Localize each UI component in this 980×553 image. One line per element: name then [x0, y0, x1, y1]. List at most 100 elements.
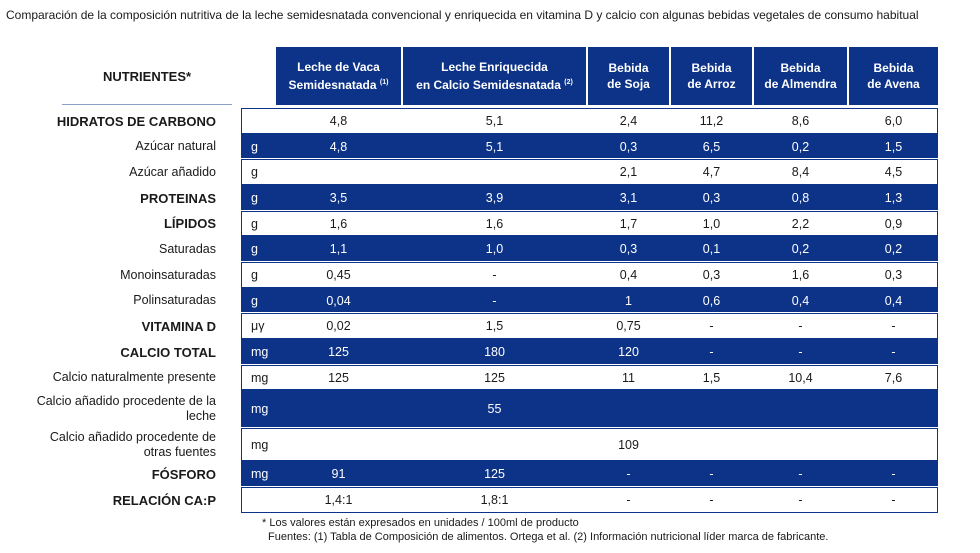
value-cell: 6,5	[702, 139, 721, 154]
value-cell: 3,9	[485, 191, 504, 205]
row-label: Monoinsaturadas	[120, 267, 216, 282]
column-header-line2: de Avena	[867, 77, 920, 91]
value-cell: 125	[484, 370, 505, 385]
row-label: CALCIO TOTAL	[120, 344, 216, 360]
value-cell: 0,8	[791, 191, 810, 205]
value-cell: -	[492, 293, 497, 308]
row-band	[241, 108, 938, 134]
row-label: Polinsaturadas	[133, 293, 216, 307]
table-row: Polinsaturadas g 0,04 - 1 0,6 0,4 0,4	[0, 288, 980, 313]
value-cell: -	[626, 467, 631, 481]
table-row: Calcio añadido procedente de la leche mg 5…	[0, 390, 980, 428]
unit-cell	[241, 108, 276, 134]
unit-cell: mg	[251, 437, 269, 452]
value-cell: 0,2	[791, 242, 810, 256]
value-cell: -	[798, 467, 803, 481]
value-cell: 1,7	[619, 216, 638, 231]
value-cell	[671, 428, 752, 461]
value-cell: 2,1	[619, 165, 638, 179]
table-row: Calcio naturalmente presente mg 125 125 11 1,…	[0, 365, 980, 390]
value-cell: 8,4	[791, 165, 810, 179]
value-cell: 11,2	[699, 114, 724, 128]
value-cell	[276, 428, 401, 461]
value-cell: 1,6	[485, 216, 504, 231]
footnote-units: * Los valores están expresados en unidad…	[262, 517, 579, 529]
value-cell: 125	[328, 345, 349, 359]
table-row: FÓSFORO mg 91 125 - - - -	[0, 461, 980, 487]
row-band	[241, 461, 938, 486]
value-cell: 0,3	[702, 191, 721, 205]
value-cell: 0,4	[619, 268, 638, 282]
row-band	[241, 236, 938, 261]
table-row: Azúcar natural g 4,8 5,1 0,3 6,5 0,2 1,5	[0, 134, 980, 159]
value-cell: 125	[484, 467, 505, 481]
value-cell: 0,4	[791, 293, 810, 308]
column-header-source-ref: (2)	[564, 79, 573, 86]
value-cell: -	[798, 319, 803, 333]
value-cell: 1,5	[702, 370, 721, 385]
footnote-sources: Fuentes: (1) Tabla de Composición de ali…	[268, 531, 829, 543]
value-cell: 0,3	[619, 139, 638, 154]
row-band	[241, 339, 938, 364]
value-cell: 4,7	[702, 165, 721, 179]
table-row: Calcio añadido procedente de otras fuent…	[0, 428, 980, 461]
table-row: Monoinsaturadas g 0,45 - 0,4 0,3 1,6 0,3	[0, 262, 980, 288]
value-cell	[276, 159, 401, 185]
unit-cell	[241, 487, 276, 513]
table-row: Saturadas g 1,1 1,0 0,3 0,1 0,2 0,2	[0, 236, 980, 262]
value-cell: -	[492, 268, 497, 282]
column-header-4: Bebida de Arroz	[671, 47, 752, 105]
column-header-5: Bebida de Almendra	[754, 47, 847, 105]
row-band	[241, 159, 938, 185]
column-header-line2: en Calcio Semidesnatada	[416, 78, 561, 92]
row-label: LÍPIDOS	[163, 216, 216, 231]
column-header-1: Leche de Vaca Semidesnatada (1)	[276, 47, 401, 105]
table-row: RELACIÓN CA:P 1,4:1 1,8:1 - - - -	[0, 487, 980, 513]
value-cell: 0,2	[791, 139, 810, 154]
value-cell: 0,02	[326, 319, 351, 333]
value-cell: 4,8	[329, 114, 348, 128]
value-cell: -	[798, 345, 803, 359]
unit-cell: mg	[251, 402, 269, 416]
value-cell: 180	[484, 345, 505, 359]
table-row: LÍPIDOS g 1,6 1,6 1,7 1,0 2,2 0,9	[0, 211, 980, 236]
value-cell	[671, 390, 752, 428]
value-cell: -	[709, 493, 714, 507]
row-label: HIDRATOS DE CARBONO	[56, 113, 216, 129]
page-title: Comparación de la composición nutritiva …	[6, 8, 919, 22]
column-header-line2: Semidesnatada	[288, 78, 377, 92]
value-cell: 0,3	[619, 242, 638, 256]
column-header-line1: Bebida	[780, 61, 821, 75]
column-header-line1: Leche de Vaca	[297, 60, 380, 74]
value-cell: 1,6	[791, 268, 810, 282]
row-band	[241, 134, 938, 158]
value-cell: 10,4	[788, 370, 813, 385]
value-cell: -	[891, 345, 896, 359]
row-band	[241, 390, 938, 427]
value-cell	[588, 390, 669, 428]
value-cell: 2,4	[619, 114, 638, 128]
value-cell: 1,0	[485, 242, 504, 256]
row-band	[241, 185, 938, 210]
value-cell: 0,45	[326, 268, 351, 282]
value-cell: -	[709, 319, 714, 333]
value-cell: -	[626, 493, 631, 507]
column-header-line1: Bebida	[691, 61, 732, 75]
value-cell: -	[891, 319, 896, 333]
value-cell: 0,04	[326, 293, 351, 308]
row-band	[241, 487, 938, 513]
table-row: Azúcar añadido g 2,1 4,7 8,4 4,5	[0, 159, 980, 185]
value-cell: 2,2	[791, 216, 810, 231]
nutrients-header: NUTRIENTES*	[62, 48, 232, 105]
value-cell: 0,2	[884, 242, 903, 256]
row-band	[241, 365, 938, 390]
value-cell: -	[891, 493, 896, 507]
value-cell: 125	[328, 370, 349, 385]
unit-cell: mg	[251, 467, 269, 481]
value-cell: 0,6	[702, 293, 721, 308]
table-row: CALCIO TOTAL mg 125 180 120 - - -	[0, 339, 980, 365]
value-cell	[849, 390, 938, 428]
row-label: Calcio añadido procedente de otras fuent…	[49, 429, 216, 459]
unit-cell: g	[251, 242, 258, 256]
row-label: FÓSFORO	[151, 466, 216, 482]
